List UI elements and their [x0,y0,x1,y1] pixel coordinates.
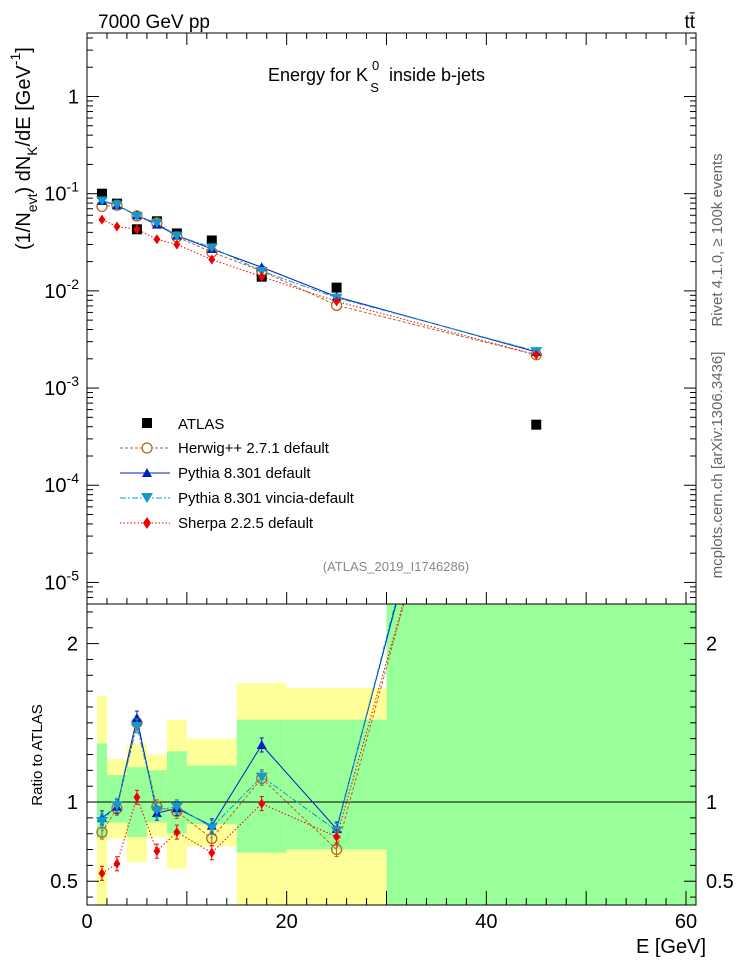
xtick-label: 0 [81,911,92,933]
sherpa-point [258,271,266,282]
main-ylabel: (1/Nevt) dNK/dE [GeV-1] [7,47,40,250]
ratio-vincia-point [95,817,108,827]
ratio-sherpa-point [208,847,216,858]
ratio-vincia-point [170,802,183,812]
legend-label-herwig: Herwig++ 2.7.1 default [178,440,330,457]
legend-label-atlas: ATLAS [178,416,224,433]
sherpa-point [208,254,216,265]
header-left: 7000 GeV pp [98,12,210,33]
ratio-data [95,604,405,881]
ratio-band-inner [386,604,696,905]
vincia-point [205,243,218,253]
main-ticks [86,33,696,605]
sherpa-point [173,239,181,250]
legend: ATLAS Herwig++ 2.7.1 default Pythia 8.30… [120,416,355,532]
ratio-sherpa-point [153,846,161,857]
ratio-band-inner [186,765,237,825]
sherpa-point [153,234,161,245]
mcplots-label: mcplots.cern.ch [arXiv:1306.3436] [709,352,726,579]
ratio-ytick-label-right: 0.5 [706,871,734,893]
main-panel: 1 10-1 10-2 10-3 10-4 10-5 Energy for K 0 Sinsi… [7,32,697,605]
ratio-ytick-label-right: 2 [706,634,717,656]
legend-entry-sherpa: Sherpa 2.2.5 default [120,515,314,532]
main-series-line [101,200,537,353]
ratio-sherpa-point [173,827,181,838]
main-series-line [101,219,537,356]
main-series-line [101,204,537,356]
ratio-panel: 0.5 0.51 12 20 20 40 60 Ratio to ATLAS E [GeV] [29,603,734,958]
vincia-point [170,231,183,241]
sherpa-point [98,214,106,225]
legend-label-sherpa: Sherpa 2.2.5 default [178,515,314,532]
legend-entry-atlas: ATLAS [142,416,224,433]
ratio-ytick-label-right: 1 [706,792,717,814]
main-ytick-label: 10-1 [44,179,79,206]
ratio-sherpa-point [258,798,266,809]
ratio-pythia-point [256,739,267,749]
plot-title: Energy for K 0 Sinside b-jets [268,58,485,95]
main-ytick-label: 10-3 [44,373,79,400]
atlas-point [206,235,217,246]
ratio-ylabel: Ratio to ATLAS [29,704,46,805]
ratio-ytick-label-left: 2 [67,634,78,656]
ratio-vincia-point [130,721,143,731]
atlas-point [531,419,542,430]
legend-entry-vincia: Pythia 8.301 vincia-default [120,490,355,507]
ratio-vincia-point [205,823,218,833]
atlas-point [96,188,107,199]
main-ytick-label: 10-5 [44,567,79,594]
rivet-label: Rivet 4.1.0, ≥ 100k events [709,153,726,326]
legend-entry-herwig: Herwig++ 2.7.1 default [120,440,330,457]
vincia-point [130,211,143,221]
main-series-line [101,200,537,352]
sherpa-point [532,349,540,360]
xlabel: E [GeV] [636,936,706,958]
main-data [95,188,543,430]
legend-entry-pythia: Pythia 8.301 default [120,465,311,482]
main-ytick-labels: 1 10-1 10-2 10-3 10-4 10-5 [44,86,79,594]
xtick-label: 40 [475,911,497,933]
ratio-band-inner [166,751,187,834]
xtick-label: 20 [276,911,298,933]
legend-label-vincia: Pythia 8.301 vincia-default [178,490,355,507]
analysis-annotation: (ATLAS_2019_I1746286) [323,559,469,574]
vincia-point [255,267,268,277]
ratio-sherpa-point [133,792,141,803]
ratio-tick-labels: 0.5 0.51 12 20 20 40 60 [50,634,734,933]
ratio-herwig-point [330,843,343,856]
atlas-point [331,282,342,293]
xtick-label: 60 [675,911,697,933]
vincia-point [150,218,163,228]
ratio-vincia-point [150,805,163,815]
vincia-point [95,196,108,206]
ratio-ytick-label-left: 1 [67,792,78,814]
sherpa-point [333,296,341,307]
ratio-pythia-point [131,713,142,723]
ratio-sherpa-point [333,831,341,842]
header-right: tt̄ [684,12,695,33]
ratio-bands [87,604,696,905]
sherpa-point [133,224,141,235]
ratio-sherpa-point [98,868,106,879]
legend-label-pythia: Pythia 8.301 default [178,465,311,482]
ratio-sherpa-point [113,858,121,869]
main-ytick-label: 10-2 [44,276,79,303]
ratio-vincia-point [110,801,123,811]
vincia-point [110,200,123,210]
ratio-series-line [101,604,396,832]
main-ytick-label: 10-4 [44,470,79,497]
main-ytick-label: 1 [68,86,79,108]
ratio-ytick-label-left: 0.5 [50,871,78,893]
ratio-band-inner [96,743,107,839]
ratio-vincia-point [255,772,268,782]
sherpa-point [113,221,121,232]
ratio-ticks [86,611,696,905]
